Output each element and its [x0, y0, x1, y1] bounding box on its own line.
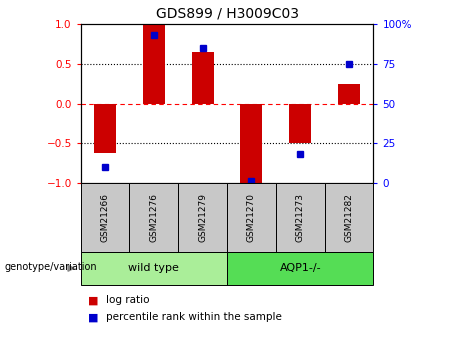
Text: AQP1-/-: AQP1-/-	[279, 263, 321, 273]
Text: wild type: wild type	[129, 263, 179, 273]
FancyBboxPatch shape	[325, 183, 373, 252]
Bar	[338, 84, 360, 104]
Text: ■: ■	[88, 313, 98, 322]
FancyBboxPatch shape	[227, 183, 276, 252]
FancyBboxPatch shape	[130, 183, 178, 252]
Title: GDS899 / H3009C03: GDS899 / H3009C03	[155, 6, 299, 20]
Bar	[289, 104, 311, 143]
FancyBboxPatch shape	[227, 252, 373, 285]
Text: percentile rank within the sample: percentile rank within the sample	[106, 313, 282, 322]
Text: genotype/variation: genotype/variation	[5, 262, 97, 272]
Bar	[192, 52, 213, 104]
Text: GSM21282: GSM21282	[344, 193, 354, 242]
Text: GSM21266: GSM21266	[100, 193, 110, 242]
Text: ■: ■	[88, 295, 98, 305]
Bar	[94, 104, 116, 153]
Text: GSM21273: GSM21273	[296, 193, 305, 242]
Text: GSM21276: GSM21276	[149, 193, 159, 242]
FancyBboxPatch shape	[276, 183, 325, 252]
FancyBboxPatch shape	[81, 183, 130, 252]
FancyBboxPatch shape	[178, 183, 227, 252]
Text: log ratio: log ratio	[106, 295, 149, 305]
Text: GSM21270: GSM21270	[247, 193, 256, 242]
FancyBboxPatch shape	[81, 252, 227, 285]
Text: GSM21279: GSM21279	[198, 193, 207, 242]
Bar	[241, 104, 262, 183]
Bar	[143, 24, 165, 104]
